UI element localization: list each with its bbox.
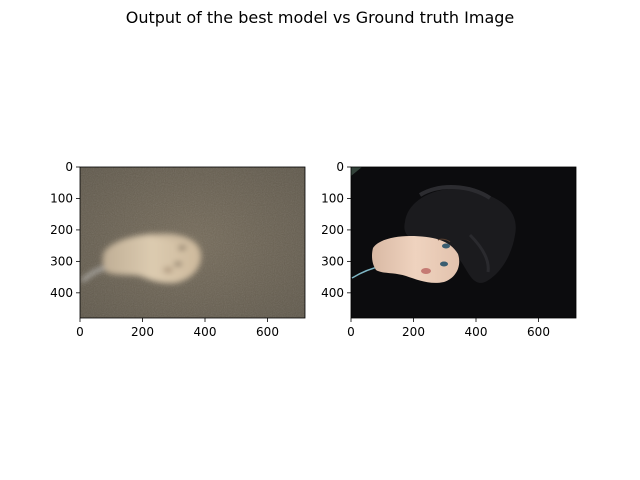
figure-title: Output of the best model vs Ground truth… (126, 8, 515, 27)
left-axes-frame (79, 166, 306, 319)
left-x-tick-label: 0 (76, 325, 84, 339)
right-y-tick-label: 100 (321, 191, 344, 205)
left-mannequin-head (81, 233, 202, 284)
left-axis-ticks: 0 200 400 600 0 100 200 300 400 (50, 160, 279, 339)
right-mannequin-head (351, 185, 516, 283)
right-x-tick-label: 400 (465, 325, 488, 339)
right-y-tick-label: 0 (336, 160, 344, 174)
right-axes-frame (350, 166, 577, 319)
right-x-tick-label: 200 (402, 325, 425, 339)
left-x-tick-label: 400 (194, 325, 217, 339)
left-x-tick-label: 200 (131, 325, 154, 339)
right-y-tick-label: 300 (321, 254, 344, 268)
right-image-panel: 0 200 400 600 0 100 200 300 400 (321, 160, 577, 339)
left-y-tick-label: 300 (50, 254, 73, 268)
left-y-tick-label: 200 (50, 223, 73, 237)
right-axis-ticks: 0 200 400 600 0 100 200 300 400 (321, 160, 550, 339)
right-y-tick-label: 400 (321, 286, 344, 300)
left-y-tick-label: 400 (50, 286, 73, 300)
right-y-tick-label: 200 (321, 223, 344, 237)
right-x-tick-label: 600 (527, 325, 550, 339)
left-y-tick-label: 0 (65, 160, 73, 174)
left-y-tick-label: 100 (50, 191, 73, 205)
right-x-tick-label: 0 (347, 325, 355, 339)
left-image-panel: 0 200 400 600 0 100 200 300 400 (50, 160, 306, 339)
left-x-tick-label: 600 (256, 325, 279, 339)
